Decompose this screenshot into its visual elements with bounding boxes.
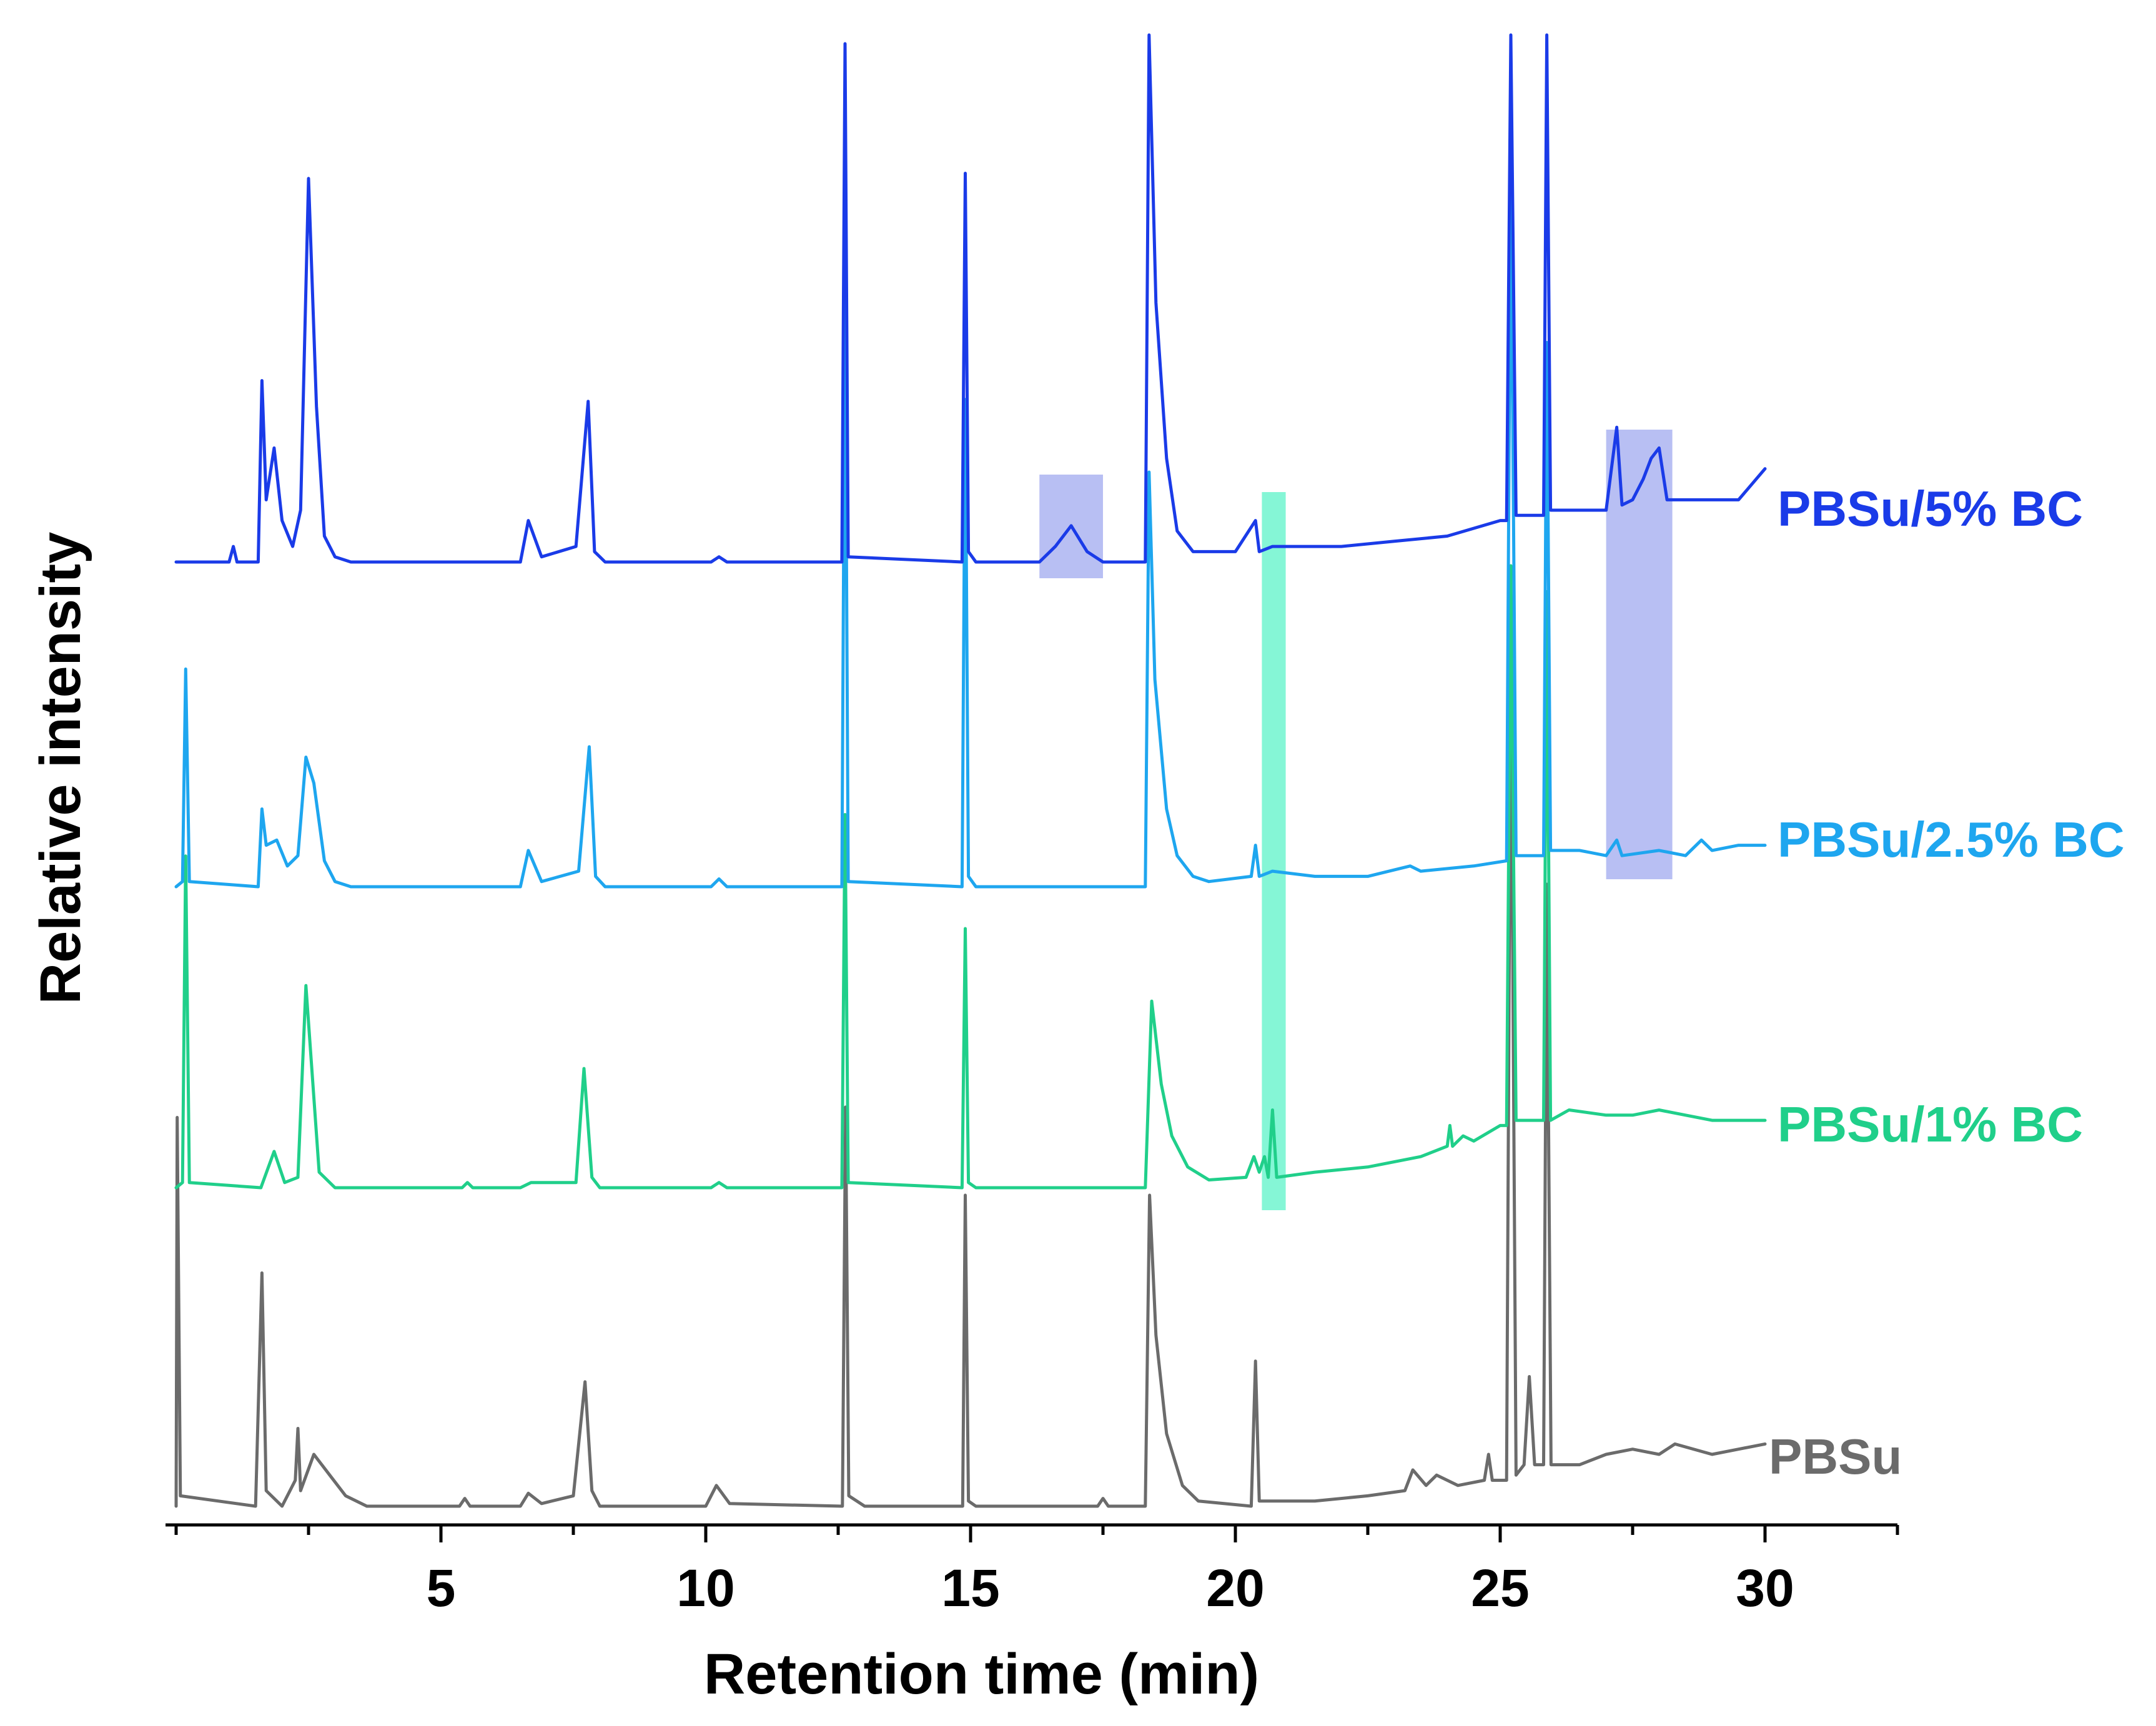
x-axis: 5 10 15 20 25 30 (166, 1523, 1899, 1617)
series-label-pbsu-5-bc: PBSu/5% BC (1778, 481, 2083, 536)
traces (174, 33, 1767, 1508)
highlight-bands (1039, 430, 1673, 1210)
highlight-27-28min (1606, 430, 1673, 879)
x-tick-label: 30 (1736, 1559, 1794, 1617)
highlight-20.5-21min (1262, 492, 1286, 1210)
y-axis-title: Relative intensity (29, 532, 92, 1005)
x-tick-label: 10 (676, 1559, 734, 1617)
series-label-pbsu-1-bc: PBSu/1% BC (1778, 1097, 2083, 1152)
trace-pbsu-2-5-bc (174, 159, 1767, 889)
x-tick-label: 25 (1471, 1559, 1529, 1617)
series-labels: PBSu PBSu/1% BC PBSu/2.5% BC PBSu/5% BC (1769, 481, 2125, 1484)
series-label-pbsu: PBSu (1769, 1429, 1902, 1484)
trace-pbsu (174, 649, 1767, 1508)
x-tick-label: 15 (941, 1559, 999, 1617)
series-label-pbsu-2-5-bc: PBSu/2.5% BC (1778, 812, 2125, 867)
x-tick-label: 5 (427, 1559, 456, 1617)
trace-pbsu-5-bc (174, 33, 1767, 564)
trace-pbsu-1-bc (174, 564, 1767, 1190)
x-axis-title: Retention time (min) (704, 1642, 1259, 1706)
x-tick-label: 20 (1206, 1559, 1264, 1617)
